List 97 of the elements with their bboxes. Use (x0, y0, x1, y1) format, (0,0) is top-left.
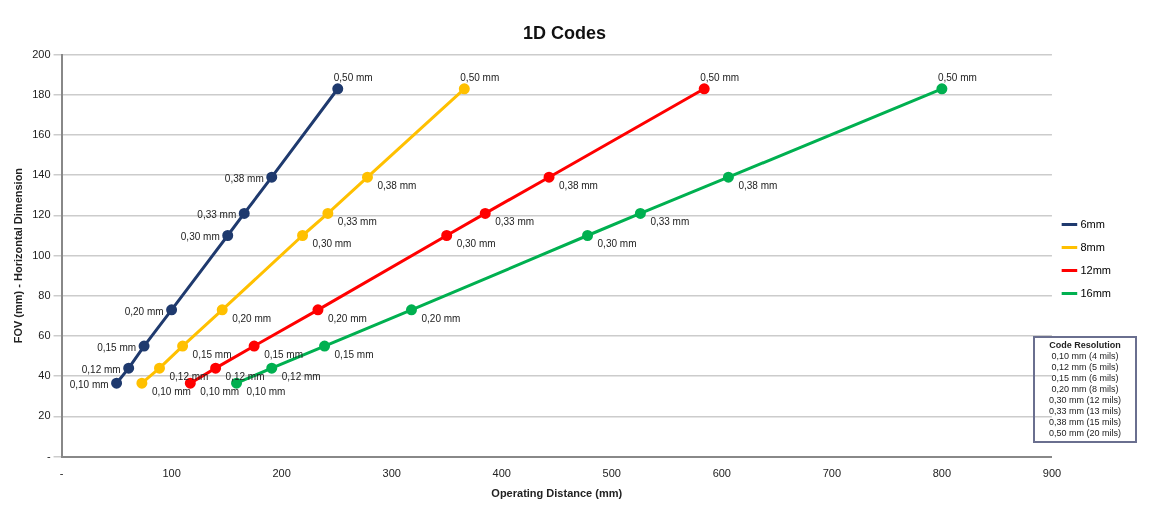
y-tick-label: 40 (38, 369, 51, 382)
annotation: 0,10 mm (200, 385, 240, 397)
annotation: 0,33 mm (495, 216, 535, 228)
annotation: 0,50 mm (937, 71, 977, 83)
point (332, 83, 344, 95)
point (248, 340, 260, 352)
annotation: 0,12 mm (5 mils) (1050, 362, 1120, 373)
x-tick-label: 400 (492, 467, 511, 480)
point (177, 340, 189, 352)
annotation: 0,20 mm (327, 312, 367, 324)
y-tick-label: - (46, 449, 51, 462)
y-tick-label: 120 (32, 208, 51, 221)
annotation: 0,50 mm (460, 71, 500, 83)
annotation: 0,30 mm (456, 238, 496, 250)
annotation: 0,15 mm (334, 348, 374, 360)
annotation: 0,50 mm (700, 71, 740, 83)
annotation: 0,38 mm (377, 179, 417, 191)
point (698, 83, 710, 95)
annotation: 0,38 mm (224, 172, 264, 184)
point (322, 207, 334, 219)
point (210, 362, 222, 374)
point (479, 207, 491, 219)
annotation: 0,33 mm (650, 216, 690, 228)
x-tick-label: 700 (822, 467, 842, 480)
y-tick-label: 140 (32, 168, 51, 181)
point (361, 171, 373, 183)
annotation: 0,33 mm (13 mils) (1048, 406, 1122, 417)
x-tick-label: 800 (932, 467, 952, 480)
point (166, 304, 178, 316)
x-tick-label: 100 (162, 467, 181, 480)
annotation: 0,12 mm (81, 363, 121, 375)
point (222, 230, 234, 241)
point (312, 304, 324, 316)
annotation: 0,30 mm (180, 231, 220, 243)
annotation: 0,12 mm (281, 370, 321, 382)
point (111, 377, 123, 389)
point (266, 362, 278, 374)
point (405, 304, 417, 316)
x-tick-label: 900 (1042, 467, 1062, 480)
annotation: 0,33 mm (337, 216, 377, 228)
annotation: 0,20 mm (8 mils) (1050, 384, 1120, 395)
annotation: 0,38 mm (559, 179, 598, 191)
annotation: Code Resolution (1048, 340, 1122, 351)
annotation: 0,38 mm (738, 179, 778, 191)
y-tick-label: 80 (38, 288, 51, 301)
annotation: 0,50 mm (333, 71, 373, 83)
chart-title: 1D Codes (522, 22, 607, 43)
annotation: 0,10 mm (69, 378, 109, 390)
point (266, 171, 278, 183)
annotation: 0,33 mm (197, 209, 237, 221)
y-tick-label: 180 (32, 87, 51, 100)
point (153, 362, 165, 374)
legend-label: 16mm (1080, 286, 1111, 299)
point (441, 230, 453, 241)
y-tick-label: 160 (32, 128, 51, 141)
x-tick-label: 200 (272, 467, 291, 480)
point (123, 362, 135, 374)
annotation: 0,10 mm (246, 385, 286, 397)
y-tick-label: 100 (32, 248, 51, 261)
x-tick-label: 300 (382, 467, 401, 480)
annotation: 0,10 mm (151, 385, 191, 397)
annotation: 0,30 mm (597, 238, 637, 250)
x-axis-title: Operating Distance (mm) (491, 487, 623, 500)
point (582, 230, 594, 241)
legend-label: 6mm (1080, 217, 1105, 230)
annotation: 0,38 mm (15 mils) (1048, 417, 1122, 428)
annotation: 0,15 mm (6 mils) (1050, 373, 1120, 384)
annotation: 0,50 mm (20 mils) (1048, 428, 1122, 439)
annotation: 0,20 mm (421, 312, 461, 324)
annotation: 0,30 mm (312, 238, 352, 250)
annotation: 0,20 mm (232, 312, 272, 324)
point (543, 171, 555, 183)
annotation: 0,15 mm (264, 348, 304, 360)
point (297, 230, 309, 241)
point (936, 83, 948, 95)
y-axis-title: FOV (mm) - Horizontal Dimension (11, 167, 24, 344)
y-tick-label: 20 (38, 409, 51, 422)
x-tick-label: 600 (712, 467, 731, 480)
x-tick-label: 500 (602, 467, 621, 480)
point (238, 207, 250, 219)
point (136, 377, 148, 389)
annotation: 0,10 mm (4 mils) (1050, 351, 1120, 362)
point (138, 340, 150, 352)
legend-label: 12mm (1080, 263, 1111, 276)
annotation: 0,30 mm (12 mils) (1048, 395, 1122, 406)
annotation: 0,15 mm (192, 348, 232, 360)
point (722, 171, 734, 183)
annotation: 0,15 mm (97, 341, 137, 353)
point (319, 340, 331, 352)
point (216, 304, 228, 316)
x-tick-label: - (59, 467, 64, 480)
legend-label: 8mm (1080, 240, 1105, 253)
point (634, 207, 646, 219)
annotation: 0,20 mm (124, 305, 164, 317)
y-tick-label: 200 (32, 47, 51, 60)
y-tick-label: 60 (38, 329, 51, 342)
point (458, 83, 470, 95)
